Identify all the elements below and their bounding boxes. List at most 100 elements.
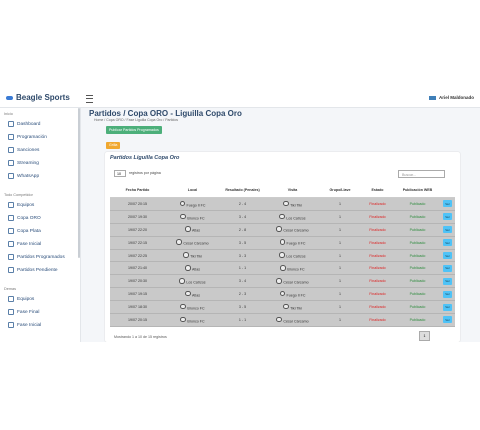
sidebar-item[interactable]: WhatsApp: [0, 170, 80, 183]
table-row: 19/07 22:20 Atlas 2 - 8 César Cárcamo 1 Final…: [110, 223, 455, 237]
status: Finalizado: [369, 253, 386, 258]
sidebar-item[interactable]: Equipos: [0, 293, 80, 306]
cell: 20/07 20:15: [110, 198, 165, 210]
column-header[interactable]: Fecha Partido: [125, 188, 150, 192]
away-team: César Cárcamo: [276, 278, 308, 285]
cell: Publicado: [395, 314, 440, 326]
view-button[interactable]: Ver: [443, 290, 452, 298]
status: Finalizado: [369, 214, 386, 219]
score: 3 - 4: [238, 279, 247, 284]
brand[interactable]: Beagle Sports: [6, 93, 70, 102]
group: 1: [339, 266, 341, 271]
view-button[interactable]: Ver: [443, 252, 452, 259]
home-team: Atlas: [185, 265, 200, 272]
sidebar-item[interactable]: Dashboard: [0, 118, 80, 131]
view-button[interactable]: Ver: [443, 239, 452, 247]
cell: Finalizado: [360, 224, 395, 236]
view-button[interactable]: Ver: [443, 226, 452, 234]
cell: Tiki Tiki: [265, 198, 320, 210]
table-row: 20/07 20:15 Fuego II FC 2 - 4 Tiki Tiki 1 Fin…: [110, 198, 455, 211]
cell: Ver: [440, 224, 455, 236]
group: 1: [339, 227, 341, 232]
column-header[interactable]: Local: [187, 188, 198, 192]
publication: Publicado: [409, 305, 426, 310]
sidebar-section: Demas: [4, 287, 17, 291]
view-button[interactable]: Ver: [443, 200, 452, 208]
cell: Publicado: [395, 250, 440, 262]
sidebar-item[interactable]: Copa ORO: [0, 212, 80, 225]
cell: 2 - 4: [220, 198, 265, 210]
publish-button[interactable]: Publicar Partidos Programados: [106, 126, 162, 134]
cell: Publicado: [395, 224, 440, 236]
column-header[interactable]: Estado: [371, 188, 384, 192]
table-row: 19/07 20:15 Bronco FC 1 - 1 César Cárcamo 1 F…: [110, 314, 455, 327]
breadcrumb[interactable]: Home / Copa ORO / Fase Liguilla Copa Oro…: [94, 118, 179, 122]
page-length-label: registros por página: [129, 171, 161, 175]
cell: Fuego II FC: [165, 198, 220, 210]
page-length-select[interactable]: 10: [114, 170, 126, 177]
search-input[interactable]: Buscar...: [398, 170, 445, 178]
group: 1: [339, 292, 341, 297]
user-menu[interactable]: Ariel Maldonado: [429, 95, 474, 100]
cell: 19/07 19:15: [110, 288, 165, 300]
sidebar-item[interactable]: Programación: [0, 131, 80, 144]
sidebar-item[interactable]: Streaming: [0, 157, 80, 170]
table: Fecha Partido Local Resultado (Penales) Vis…: [110, 183, 455, 327]
date: 19/07 22:15: [128, 240, 147, 245]
status: Finalizado: [369, 266, 386, 271]
page-button[interactable]: 1: [419, 331, 430, 341]
cell: Publicado: [395, 211, 440, 223]
publication: Publicado: [409, 292, 426, 297]
score: 2 - 4: [238, 201, 247, 206]
cell: 1: [320, 314, 360, 326]
date: 19/07 19:15: [128, 292, 147, 297]
menu-toggle[interactable]: [86, 95, 93, 103]
cell: Finalizado: [360, 237, 395, 249]
cell: 1: [320, 301, 360, 313]
sidebar-item[interactable]: Fase Inicial: [0, 319, 80, 332]
view-button[interactable]: Ver: [443, 316, 452, 324]
sidebar-item[interactable]: Copa Plata: [0, 225, 80, 238]
cell: Publicado: [395, 275, 440, 287]
sidebar-item[interactable]: Fase Final: [0, 306, 80, 319]
column-header[interactable]: Resultado (Penales): [225, 188, 260, 192]
view-button[interactable]: Ver: [443, 303, 452, 311]
cell: Los Catrzos: [265, 250, 320, 262]
table-info: Mostrando 1 a 10 de 15 registros: [114, 335, 167, 339]
score: 2 - 3: [238, 292, 247, 297]
publication: Publicado: [409, 317, 426, 322]
score: 1 - 1: [238, 266, 247, 271]
cell: Tiki Tiki: [165, 250, 220, 262]
sidebar-item[interactable]: Fase Inicial: [0, 238, 80, 251]
view-button[interactable]: Ver: [443, 277, 452, 285]
cell: Los Catrzos: [165, 275, 220, 287]
sidebar-item[interactable]: Partidos Pendiente: [0, 264, 80, 277]
publication: Publicado: [409, 214, 426, 219]
sidebar-item[interactable]: Partidos Programados: [0, 251, 80, 264]
column-header[interactable]: Visita: [287, 188, 298, 192]
cell: 1 - 1: [220, 262, 265, 274]
home-team: Bronco FC: [180, 317, 204, 324]
column-header[interactable]: Grupo/Llave: [329, 188, 351, 192]
scrollbar[interactable]: [78, 108, 80, 258]
away-team: Fuego II FC: [280, 239, 306, 246]
view-button[interactable]: Ver: [443, 213, 452, 221]
cell: Atlas: [165, 288, 220, 300]
tab[interactable]: Grilla: [106, 142, 121, 149]
away-team: César Cárcamo: [276, 317, 308, 324]
date: 19/07 22:25: [128, 253, 147, 258]
status: Finalizado: [369, 240, 386, 245]
cell: 1 - 1: [220, 314, 265, 326]
date: 20/07 19:30: [128, 214, 147, 219]
sidebar-item[interactable]: Equipos: [0, 199, 80, 212]
cell: Ver: [440, 314, 455, 326]
cell: Bronco FC: [165, 211, 220, 223]
score: 3 - 3: [238, 253, 247, 258]
column-header[interactable]: Publicación WEB: [402, 188, 433, 192]
status: Finalizado: [369, 317, 386, 322]
view-button[interactable]: Ver: [443, 264, 452, 272]
sidebar-item[interactable]: Sanciones: [0, 144, 80, 157]
cell: Finalizado: [360, 262, 395, 274]
home-team: Bronco FC: [180, 304, 204, 311]
